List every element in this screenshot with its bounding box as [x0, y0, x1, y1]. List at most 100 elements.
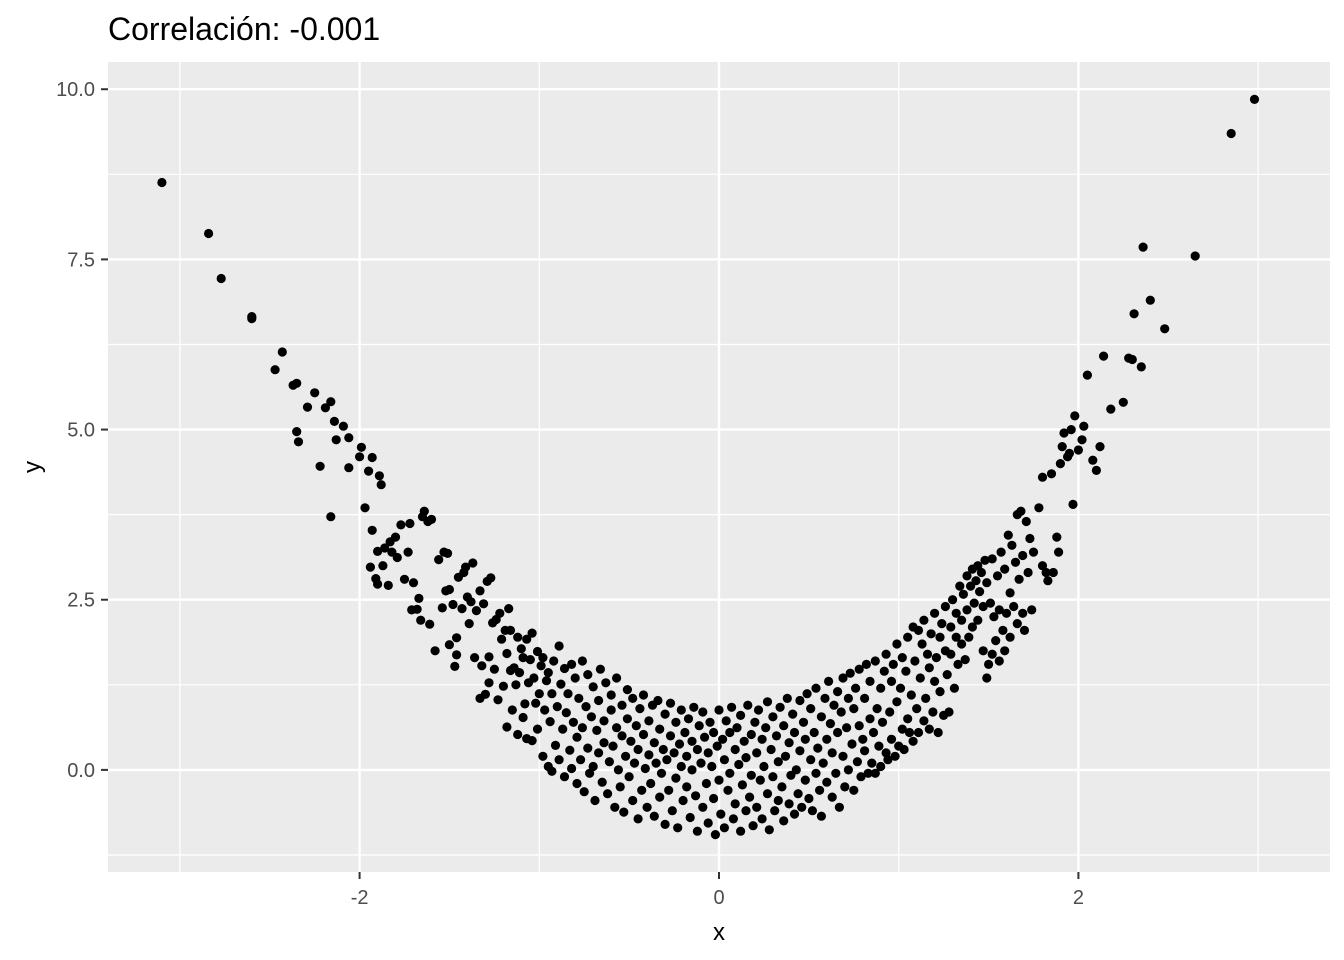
x-tick-label: 2 [1073, 887, 1084, 909]
data-point [505, 625, 516, 636]
data-point [626, 736, 636, 746]
data-point [471, 606, 481, 616]
data-point [383, 580, 393, 591]
data-point [860, 693, 870, 704]
data-point [895, 683, 906, 693]
data-point [831, 768, 841, 778]
data-point [608, 741, 618, 751]
data-point [930, 676, 940, 687]
data-point [1001, 608, 1012, 618]
data-point [700, 732, 710, 742]
data-point [434, 555, 444, 565]
data-point [996, 547, 1006, 557]
data-point [967, 622, 978, 632]
data-point [1160, 324, 1170, 334]
data-point [518, 653, 528, 663]
data-point [649, 738, 659, 748]
data-point [1034, 503, 1044, 513]
data-point [930, 608, 940, 618]
data-point [861, 659, 872, 670]
data-point [547, 689, 557, 699]
data-point [899, 744, 909, 755]
data-point [570, 673, 580, 683]
data-point [860, 746, 870, 756]
data-point [414, 593, 424, 604]
data-point [971, 576, 981, 586]
data-point [1003, 530, 1013, 540]
data-point [807, 806, 818, 816]
data-point [975, 587, 985, 597]
data-point [520, 699, 530, 709]
data-point [486, 573, 496, 583]
data-point [527, 628, 537, 638]
data-point [976, 567, 987, 578]
data-point [691, 791, 701, 801]
data-point [678, 795, 688, 806]
data-point [944, 707, 954, 717]
data-point [671, 717, 681, 727]
data-point [367, 525, 377, 535]
data-point [378, 561, 388, 571]
data-point [842, 723, 852, 733]
data-point [541, 676, 552, 686]
data-point [994, 656, 1004, 666]
data-point [594, 748, 604, 758]
data-point [595, 664, 606, 674]
y-tick-label: 2.5 [67, 590, 95, 612]
data-point [687, 736, 697, 746]
data-point [1057, 442, 1067, 452]
data-point [507, 705, 517, 715]
data-point [538, 653, 548, 663]
data-point [780, 751, 791, 761]
data-point [820, 693, 830, 704]
data-point [948, 595, 958, 605]
data-point [653, 695, 663, 706]
data-point [969, 598, 979, 608]
data-point [770, 806, 780, 816]
data-point [1046, 469, 1057, 479]
data-point [718, 734, 728, 744]
data-point [538, 751, 548, 761]
data-point [1190, 251, 1200, 261]
data-point [549, 656, 559, 666]
data-point [554, 755, 564, 765]
data-point [701, 778, 712, 789]
data-point [638, 729, 649, 740]
data-point [746, 770, 756, 780]
data-point [750, 717, 760, 727]
data-point [498, 681, 508, 691]
data-point [732, 723, 742, 733]
data-point [470, 653, 480, 663]
data-point [827, 748, 837, 758]
data-point [953, 659, 963, 670]
data-point [1010, 557, 1021, 567]
data-point [865, 714, 875, 724]
data-point [915, 673, 925, 683]
data-point [712, 741, 722, 751]
data-point [617, 700, 627, 710]
data-point [937, 619, 947, 629]
data-point [903, 632, 913, 642]
data-point [985, 598, 996, 608]
data-point [1041, 567, 1051, 578]
data-point [802, 689, 812, 699]
data-point [784, 738, 794, 748]
data-point [1070, 411, 1080, 421]
data-point [886, 734, 897, 744]
data-point [698, 707, 708, 717]
data-point [739, 736, 749, 746]
data-point [572, 778, 582, 789]
data-point [390, 532, 401, 542]
data-point [633, 814, 643, 824]
data-point [592, 725, 602, 736]
data-point [935, 632, 945, 642]
data-point [924, 724, 934, 734]
data-point [856, 772, 866, 782]
data-point [984, 659, 994, 670]
data-point [1025, 533, 1035, 544]
data-point [728, 814, 739, 824]
data-point [865, 676, 875, 687]
data-point [640, 763, 650, 774]
data-point [741, 753, 751, 763]
data-point [480, 689, 490, 699]
